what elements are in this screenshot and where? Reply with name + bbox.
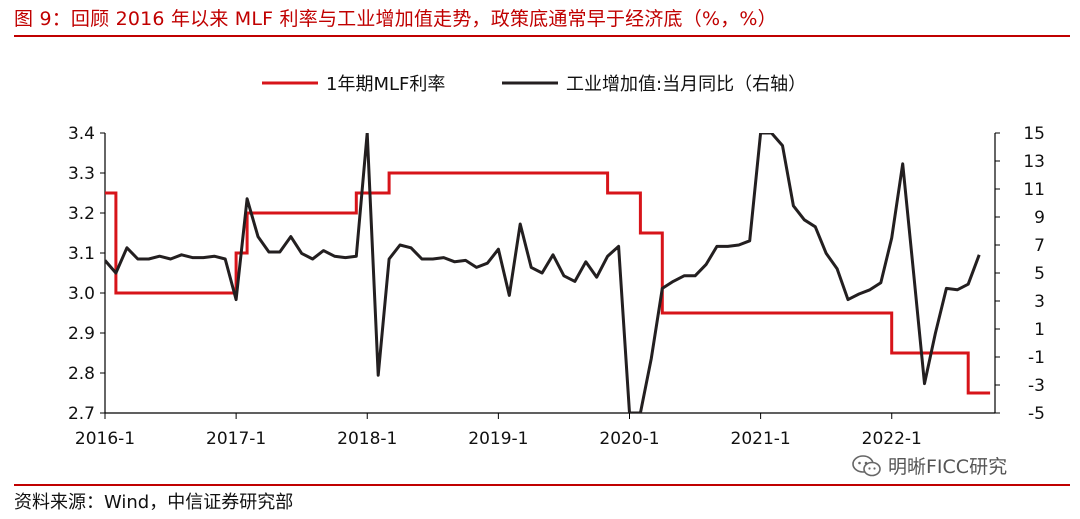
series-ip-line: [105, 133, 981, 413]
series-layer: [105, 133, 991, 413]
y-right-tick-label: 3: [1034, 292, 1045, 312]
y-right-tick-label: 1: [1034, 320, 1045, 340]
x-tick-label: 2020-1: [599, 429, 659, 449]
x-tick-label: 2021-1: [731, 429, 791, 449]
y-left-tick-label: 3.1: [68, 244, 95, 264]
y-right-tick-label: 11: [1023, 180, 1045, 200]
watermark-text: 明晰FICC研究: [888, 456, 1008, 478]
y-left-tick-label: 2.8: [68, 364, 95, 384]
y-right-tick-label: 9: [1034, 208, 1045, 228]
y-right-tick-label: 5: [1034, 264, 1045, 284]
axes: 2.72.82.93.03.13.23.33.4-5-3-11357911131…: [68, 124, 1045, 449]
legend: 1年期MLF利率 工业增加值:当月同比（右轴）: [262, 74, 806, 95]
y-left-tick-label: 2.9: [68, 324, 95, 344]
y-left-tick-label: 3.2: [68, 204, 95, 224]
source-note: 资料来源：Wind，中信证券研究部: [14, 492, 294, 513]
legend-label-ip: 工业增加值:当月同比（右轴）: [566, 74, 806, 95]
y-right-tick-label: 13: [1023, 152, 1045, 172]
x-tick-label: 2016-1: [75, 429, 135, 449]
chart: 2.72.82.93.03.13.23.33.4-5-3-11357911131…: [68, 74, 1045, 449]
y-left-tick-label: 3.3: [68, 164, 95, 184]
figure-title: 图 9：回顾 2016 年以来 MLF 利率与工业增加值走势，政策底通常早于经济…: [14, 8, 777, 30]
y-left-tick-label: 3.4: [68, 124, 95, 144]
wechat-icon: [852, 454, 881, 476]
source-rule: [14, 484, 1070, 486]
x-tick-label: 2022-1: [862, 429, 922, 449]
legend-label-mlf: 1年期MLF利率: [326, 74, 445, 95]
y-right-tick-label: 7: [1034, 236, 1045, 256]
y-right-tick-label: 15: [1023, 124, 1045, 144]
y-left-tick-label: 3.0: [68, 284, 95, 304]
series-mlf-line: [105, 171, 991, 395]
title-rule: [14, 35, 1070, 37]
y-right-tick-label: -5: [1028, 404, 1045, 424]
watermark: 明晰FICC研究: [852, 452, 1007, 479]
y-right-tick-label: -3: [1028, 376, 1045, 396]
x-tick-label: 2019-1: [468, 429, 528, 449]
y-right-tick-label: -1: [1028, 348, 1045, 368]
y-left-tick-label: 2.7: [68, 404, 95, 424]
x-tick-label: 2018-1: [337, 429, 397, 449]
x-tick-label: 2017-1: [206, 429, 266, 449]
